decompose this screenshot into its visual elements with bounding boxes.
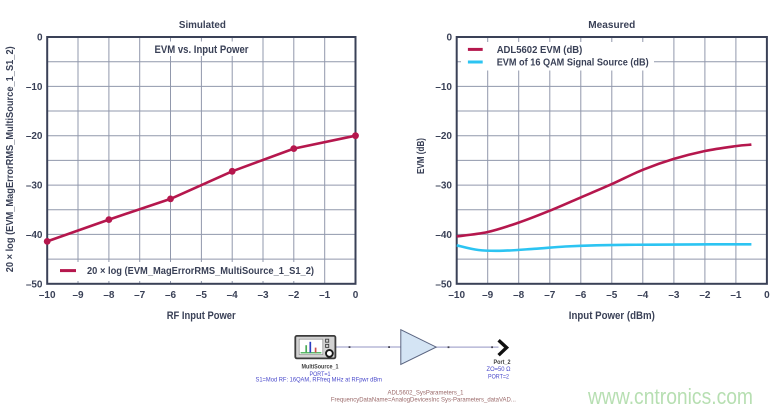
svg-text:–5: –5 <box>196 290 208 301</box>
svg-text:EVM (dB): EVM (dB) <box>415 138 427 174</box>
svg-text:–1: –1 <box>319 290 331 301</box>
svg-text:–9: –9 <box>72 290 84 301</box>
svg-text:Simulated: Simulated <box>179 19 226 31</box>
svg-text:FrequencyDataName=AnalogDevice: FrequencyDataName=AnalogDevicesInc Sys-P… <box>331 397 516 404</box>
svg-text:ADL5602 EVM (dB): ADL5602 EVM (dB) <box>497 45 583 56</box>
svg-text:–2: –2 <box>288 290 300 301</box>
svg-text:MultiSource_1: MultiSource_1 <box>302 364 339 371</box>
svg-text:–6: –6 <box>165 290 177 301</box>
svg-text:RF Input Power: RF Input Power <box>167 310 237 322</box>
svg-text:–7: –7 <box>134 290 146 301</box>
svg-text:Port_2: Port_2 <box>494 359 511 366</box>
svg-text:–8: –8 <box>513 290 525 301</box>
svg-text:–40: –40 <box>26 230 43 241</box>
svg-text:–3: –3 <box>257 290 269 301</box>
svg-text:Measured: Measured <box>588 19 635 31</box>
svg-text:S1=Mod RF: 16QAM, RFfreq MHz a: S1=Mod RF: 16QAM, RFfreq MHz at RFpwr dB… <box>256 376 383 383</box>
svg-text:–10: –10 <box>26 82 43 93</box>
svg-text:–10: –10 <box>39 290 56 301</box>
svg-text:PORT=1: PORT=1 <box>310 371 331 378</box>
svg-text:ADL5602_SysParameters_1: ADL5602_SysParameters_1 <box>388 390 464 397</box>
svg-text:0: 0 <box>353 290 359 301</box>
svg-text:20 × log (EVM_MagErrorRMS_Mult: 20 × log (EVM_MagErrorRMS_MultiSource_1_… <box>87 266 314 277</box>
svg-text:EVM of 16 QAM Signal Source (d: EVM of 16 QAM Signal Source (dB) <box>497 58 649 69</box>
svg-text:–6: –6 <box>575 290 587 301</box>
svg-text:–10: –10 <box>435 82 452 93</box>
svg-text:–20: –20 <box>435 131 452 142</box>
svg-text:Input Power (dBm): Input Power (dBm) <box>569 310 655 322</box>
svg-text:–1: –1 <box>730 290 742 301</box>
svg-text:–5: –5 <box>606 290 618 301</box>
svg-text:–50: –50 <box>26 279 43 290</box>
svg-text:ZO=50 Ω: ZO=50 Ω <box>487 366 511 373</box>
svg-text:–4: –4 <box>227 290 239 301</box>
svg-text:–8: –8 <box>103 290 115 301</box>
svg-text:–30: –30 <box>26 181 43 192</box>
svg-text:–30: –30 <box>435 181 452 192</box>
svg-text:–9: –9 <box>482 290 494 301</box>
svg-text:0: 0 <box>37 33 43 44</box>
svg-text:–4: –4 <box>637 290 649 301</box>
svg-text:–20: –20 <box>26 131 43 142</box>
svg-text:20 × log (EVM_MagErrorRMS_Mult: 20 × log (EVM_MagErrorRMS_MultiSource_1_… <box>5 46 16 272</box>
svg-text:www.cntronics.com: www.cntronics.com <box>587 384 753 409</box>
svg-text:–10: –10 <box>448 290 465 301</box>
svg-text:0: 0 <box>764 290 770 301</box>
svg-text:–2: –2 <box>699 290 711 301</box>
svg-text:–3: –3 <box>668 290 680 301</box>
svg-text:PORT=2: PORT=2 <box>488 373 509 380</box>
svg-text:–7: –7 <box>544 290 556 301</box>
svg-text:–40: –40 <box>435 230 452 241</box>
svg-text:EVM vs. Input Power: EVM vs. Input Power <box>155 44 250 56</box>
svg-text:–50: –50 <box>435 279 452 290</box>
svg-text:0: 0 <box>446 33 452 44</box>
